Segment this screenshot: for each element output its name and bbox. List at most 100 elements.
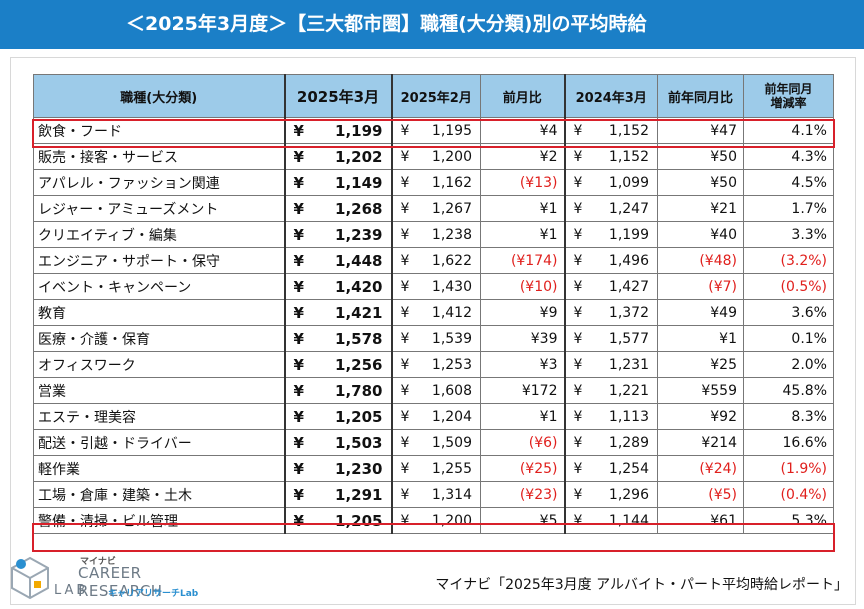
cell-value: 1,255 [431, 460, 472, 477]
logo-brand-main: CAREER RESEARCH [78, 564, 163, 600]
cell-mar2024: ¥1,289 [564, 429, 658, 456]
cell-mom: (¥23) [480, 481, 566, 508]
cell-yoy: (¥7) [657, 273, 744, 300]
cell-value: 1,577 [608, 330, 649, 347]
cell-mar2024: ¥1,199 [564, 221, 658, 248]
cell-value: 1,162 [431, 174, 472, 191]
cell-yoy: ¥61 [657, 507, 744, 534]
cell-mar2024: ¥1,427 [564, 273, 658, 300]
cell-mar2024: ¥1,372 [564, 299, 658, 326]
cell-mar2024: ¥1,296 [564, 481, 658, 508]
yen-symbol: ¥ [293, 512, 304, 530]
cell-mar2025: ¥1,503 [283, 429, 393, 456]
table-row: 販売・接客・サービス ¥1,202 ¥1,200 ¥2 ¥1,152 ¥50 4.3% [33, 143, 834, 170]
cell-mar2024: ¥1,221 [564, 377, 658, 404]
cell-feb2025: ¥1,509 [391, 429, 481, 456]
cell-yoy-pct: 3.3% [743, 221, 834, 248]
cell-feb2025: ¥1,539 [391, 325, 481, 352]
yen-symbol: ¥ [573, 279, 583, 295]
cell-mar2025: ¥1,149 [283, 169, 393, 196]
header-mom: 前月比 [480, 74, 566, 118]
yen-symbol: ¥ [573, 487, 583, 503]
cell-yoy: ¥50 [657, 169, 744, 196]
cell-feb2025: ¥1,200 [391, 143, 481, 170]
cell-yoy-pct: 4.1% [743, 117, 834, 144]
cell-category: クリエイティブ・編集 [33, 221, 285, 248]
cell-category: 配送・引越・ドライバー [33, 429, 285, 456]
cell-yoy: ¥92 [657, 403, 744, 430]
yen-symbol: ¥ [400, 227, 410, 243]
yen-symbol: ¥ [293, 252, 304, 270]
cell-value: 1,230 [335, 459, 383, 478]
cell-value: 1,622 [431, 252, 472, 269]
source-citation: マイナビ「2025年3月度 アルバイト・パート平均時給レポート」 [435, 577, 848, 593]
cell-yoy-pct: (3.2%) [743, 247, 834, 274]
yen-symbol: ¥ [293, 174, 304, 192]
cell-value: 1,420 [335, 277, 383, 296]
cell-value: 1,291 [335, 485, 383, 504]
cell-yoy-pct: (1.9%) [743, 455, 834, 482]
cell-value: 1,296 [608, 486, 649, 503]
cell-category: イベント・キャンペーン [33, 273, 285, 300]
header-mar2024: 2024年3月 [564, 74, 658, 118]
cell-value: 1,202 [335, 147, 383, 166]
cell-value: 1,289 [608, 434, 649, 451]
header-mar2025: 2025年3月 [283, 74, 393, 118]
cell-value: 1,099 [608, 174, 649, 191]
cell-value: 1,503 [335, 433, 383, 452]
cell-feb2025: ¥1,195 [391, 117, 481, 144]
header-feb2025: 2025年2月 [391, 74, 481, 118]
cell-yoy: ¥49 [657, 299, 744, 326]
cell-mar2024: ¥1,577 [564, 325, 658, 352]
cell-value: 1,221 [608, 382, 649, 399]
cell-value: 1,231 [608, 356, 649, 373]
table-row: 営業 ¥1,780 ¥1,608 ¥172 ¥1,221 ¥559 45.8% [33, 377, 834, 404]
yen-symbol: ¥ [400, 253, 410, 269]
yen-symbol: ¥ [573, 201, 583, 217]
logo-brand-sub: キャリアリサーチLab [108, 589, 199, 599]
cell-feb2025: ¥1,204 [391, 403, 481, 430]
cell-value: 1,238 [431, 226, 472, 243]
cell-category: 飲食・フード [33, 117, 285, 144]
yen-symbol: ¥ [293, 408, 304, 426]
cell-yoy: (¥24) [657, 455, 744, 482]
cell-value: 1,448 [335, 251, 383, 270]
table-row: 医療・介護・保育 ¥1,578 ¥1,539 ¥39 ¥1,577 ¥1 0.1% [33, 325, 834, 352]
cell-feb2025: ¥1,162 [391, 169, 481, 196]
page-title: ＜2025年3月度＞【三大都市圏】職種(大分類)別の平均時給 [126, 13, 647, 35]
cell-yoy-pct: 5.3% [743, 507, 834, 534]
cell-mom: (¥25) [480, 455, 566, 482]
cell-value: 1,780 [335, 381, 383, 400]
cell-mar2025: ¥1,578 [283, 325, 393, 352]
cell-feb2025: ¥1,430 [391, 273, 481, 300]
cell-yoy-pct: 16.6% [743, 429, 834, 456]
table-row: エンジニア・サポート・保守 ¥1,448 ¥1,622 (¥174) ¥1,496 (¥4… [33, 247, 834, 274]
yen-symbol: ¥ [573, 253, 583, 269]
table-row: アパレル・ファッション関連 ¥1,149 ¥1,162 (¥13) ¥1,099 ¥50 4… [33, 169, 834, 196]
cell-value: 1,509 [431, 434, 472, 451]
yen-symbol: ¥ [573, 305, 583, 321]
cell-mom: (¥13) [480, 169, 566, 196]
yen-symbol: ¥ [573, 461, 583, 477]
cell-feb2025: ¥1,200 [391, 507, 481, 534]
yen-symbol: ¥ [573, 331, 583, 347]
cell-yoy: (¥48) [657, 247, 744, 274]
yen-symbol: ¥ [293, 460, 304, 478]
cell-yoy-pct: 0.1% [743, 325, 834, 352]
cell-value: 1,372 [608, 304, 649, 321]
yen-symbol: ¥ [400, 461, 410, 477]
yen-symbol: ¥ [400, 149, 410, 165]
yen-symbol: ¥ [400, 279, 410, 295]
table-row: オフィスワーク ¥1,256 ¥1,253 ¥3 ¥1,231 ¥25 2.0% [33, 351, 834, 378]
cell-feb2025: ¥1,622 [391, 247, 481, 274]
cell-feb2025: ¥1,253 [391, 351, 481, 378]
table-row: 軽作業 ¥1,230 ¥1,255 (¥25) ¥1,254 (¥24) (1.9%) [33, 455, 834, 482]
cell-value: 1,152 [608, 122, 649, 139]
cell-mar2024: ¥1,152 [564, 117, 658, 144]
header-yoy-pct-line2: 増減率 [770, 96, 807, 110]
cell-yoy: ¥559 [657, 377, 744, 404]
cell-mar2025: ¥1,268 [283, 195, 393, 222]
career-research-lab-logo: マイナビ CAREER RESEARCH LAB キャリアリサーチLab [8, 552, 208, 606]
cell-mom: ¥4 [480, 117, 566, 144]
cell-yoy: (¥5) [657, 481, 744, 508]
